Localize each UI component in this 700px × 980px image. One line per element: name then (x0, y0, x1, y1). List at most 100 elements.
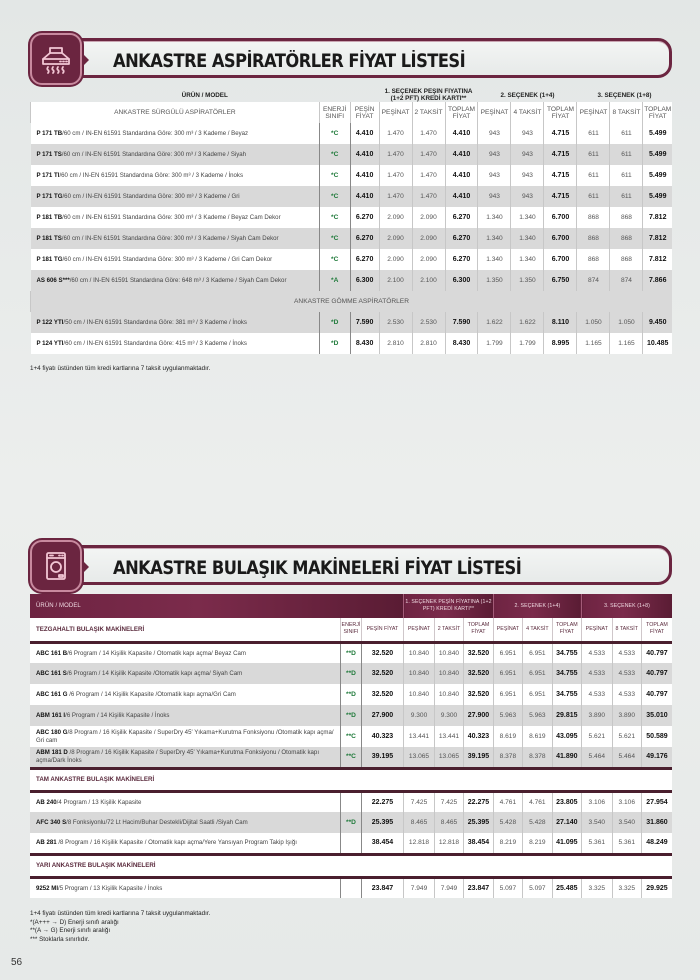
price-cell-o3-down: 5.361 (581, 833, 613, 854)
price-cell-o1-inst: 1.470 (411, 144, 445, 165)
model-code: 9252 MI (36, 884, 59, 892)
footnotes: 1+4 fiyatı üstünden tüm kredi kartlarına… (30, 910, 210, 944)
price-cell-o2-total: 27.140 (551, 812, 582, 833)
table-row: P 181 TB/60 cm / IN-EN 61591 Standardına… (30, 207, 672, 228)
price-cell-o3-down: 868 (576, 207, 610, 228)
price-cell-o3-total: 50.589 (640, 726, 672, 747)
price-cell-o3-total: 5.499 (642, 123, 672, 144)
energy-class: *C (318, 165, 351, 186)
product-description: P 181 TB/60 cm / IN-EN 61591 Standardına… (30, 207, 320, 228)
price-cell-o1-total: 6.270 (444, 249, 478, 270)
product-description: ABC 161 S/6 Program / 14 Kişilik Kapasit… (30, 663, 341, 684)
price-cell-o3-total: 7.812 (642, 249, 672, 270)
price-cell-o2-inst: 1.340 (510, 249, 544, 270)
price-cell-o1-total: 7.590 (444, 312, 478, 333)
model-code: ABC 161 G (36, 691, 68, 698)
price-cell-o3-total: 49.176 (640, 747, 672, 768)
model-specs: /5 Program / 13 Kişilik Kapasite / İnoks (58, 884, 163, 892)
price-cell-o3-down: 4.533 (581, 684, 613, 705)
price-cell-o2-total: 41.890 (551, 747, 582, 768)
category-label: TAM ANKASTRE BULAŞIK MAKİNELERİ (30, 766, 672, 793)
price-cell-cash: 40.323 (360, 726, 404, 747)
price-cell-o2-total: 34.755 (551, 684, 582, 705)
price-cell-o2-down: 5.097 (492, 877, 523, 898)
price-cell-o2-total: 34.755 (551, 642, 582, 663)
price-cell-o1-down: 2.530 (378, 312, 413, 333)
price-cell-o1-down: 9.300 (403, 705, 435, 726)
model-specs: /60 cm / IN-EN 61591 Standardına Göre: 3… (62, 214, 281, 221)
column-header-cash: PEŞİN FİYAT (360, 618, 404, 644)
model-code: P 181 TS (36, 235, 62, 242)
price-cell-o2-inst: 5.097 (522, 877, 553, 898)
category-label: ANKASTRE SÜRGÜLÜ ASPİRATÖRLER (30, 102, 320, 123)
price-cell-o1-total: 40.323 (463, 726, 494, 747)
price-cell-o1-total: 27.900 (463, 705, 494, 726)
table-row: P 124 YTI/60 cm / IN-EN 61591 Standardın… (30, 333, 672, 354)
energy-class: **D (340, 642, 362, 663)
price-cell-cash: 23.847 (360, 877, 404, 898)
price-cell-o1-down: 8.465 (403, 812, 435, 833)
price-cell-o1-inst: 7.949 (433, 877, 464, 898)
price-cell-o3-total: 29.925 (640, 877, 672, 898)
price-cell-o1-down: 1.470 (378, 123, 413, 144)
price-cell-o3-down: 611 (576, 123, 610, 144)
price-cell-o1-inst: 2.100 (411, 270, 445, 291)
price-cell-o1-inst: 9.300 (433, 705, 464, 726)
energy-class: *A (318, 270, 351, 291)
model-specs: /6 Program / 14 Kişilik Kapasite / İnoks (65, 712, 170, 719)
category-label: TEZGAHALTI BULAŞIK MAKİNELERİ (30, 618, 341, 644)
column-header-down: PEŞİNAT (576, 102, 610, 123)
price-cell-o1-total: 6.270 (444, 228, 478, 249)
model-specs: /6 Program / 14 Kişilik Kapasite /Otomat… (66, 670, 243, 677)
price-cell-o3-inst: 868 (609, 207, 643, 228)
price-cell-o3-down: 868 (576, 249, 610, 270)
model-specs: /8 Program / 16 Kişilik Kapasite / Otoma… (56, 839, 297, 847)
price-cell-o3-down: 611 (576, 144, 610, 165)
price-cell-cash: 6.270 (349, 228, 380, 249)
price-cell-cash: 6.300 (349, 270, 380, 291)
price-cell-o3-total: 7.812 (642, 207, 672, 228)
price-cell-o3-inst: 868 (609, 249, 643, 270)
column-header-down: PEŞİNAT (477, 102, 511, 123)
price-cell-o3-total: 5.499 (642, 186, 672, 207)
price-cell-o1-down: 2.810 (378, 333, 413, 354)
price-cell-o2-down: 1.340 (477, 249, 511, 270)
energy-class: *C (318, 186, 351, 207)
table-header-row: ÜRÜN / MODEL 1. SEÇENEK PEŞİN FİYATINA (… (30, 594, 672, 618)
energy-class: *C (318, 228, 351, 249)
energy-class (340, 833, 362, 854)
dishwashers-section-header: ANKASTRE BULAŞIK MAKİNELERİ FİYAT LİSTES… (30, 540, 672, 592)
price-cell-o1-inst: 12.818 (433, 833, 464, 854)
column-header-installment: 2 TAKSİT (411, 102, 445, 123)
price-cell-o1-inst: 10.840 (433, 684, 464, 705)
column-header-installment: 4 TAKSİT (522, 618, 553, 644)
price-cell-o2-inst: 1.350 (510, 270, 544, 291)
column-header-installment: 8 TAKSİT (609, 102, 643, 123)
column-group-option-3: 3. SEÇENEK (1+8) (597, 91, 652, 99)
price-cell-o2-inst: 8.378 (522, 747, 553, 768)
price-cell-o3-inst: 5.621 (611, 726, 642, 747)
price-cell-o1-total: 8.430 (444, 333, 478, 354)
price-cell-o2-down: 4.761 (492, 791, 523, 812)
model-code: P 124 YTI (36, 340, 64, 347)
table-row: ABC 161 S/6 Program / 14 Kişilik Kapasit… (30, 663, 672, 684)
price-cell-o3-inst: 5.361 (611, 833, 642, 854)
energy-class: **D (340, 684, 362, 705)
model-code: AS 606 S*** (36, 277, 70, 284)
price-cell-o2-total: 4.715 (543, 144, 577, 165)
table-row: AB 281 /8 Program / 16 Kişilik Kapasite … (30, 833, 672, 854)
price-cell-o3-down: 3.325 (581, 877, 613, 898)
footnote: 1+4 fiyatı üstünden tüm kredi kartlarına… (30, 365, 211, 372)
footnote: *(A+++ → D) Enerji sınıfı aralığı (30, 918, 119, 926)
price-cell-o2-down: 6.951 (492, 663, 523, 684)
price-cell-cash: 32.520 (360, 642, 404, 663)
column-header-energy: ENERJİ SINIFI (340, 618, 362, 644)
price-cell-o3-down: 3.540 (581, 812, 613, 833)
price-cell-cash: 6.270 (349, 249, 380, 270)
price-cell-o3-down: 4.533 (581, 663, 613, 684)
price-cell-o1-down: 7.949 (403, 877, 435, 898)
model-code: P 171 TB (36, 130, 63, 137)
category-row: YARI ANKASTRE BULAŞIK MAKİNELERİ (30, 852, 672, 879)
price-cell-o1-down: 2.090 (378, 249, 413, 270)
model-code: P 122 YTI (36, 319, 64, 326)
